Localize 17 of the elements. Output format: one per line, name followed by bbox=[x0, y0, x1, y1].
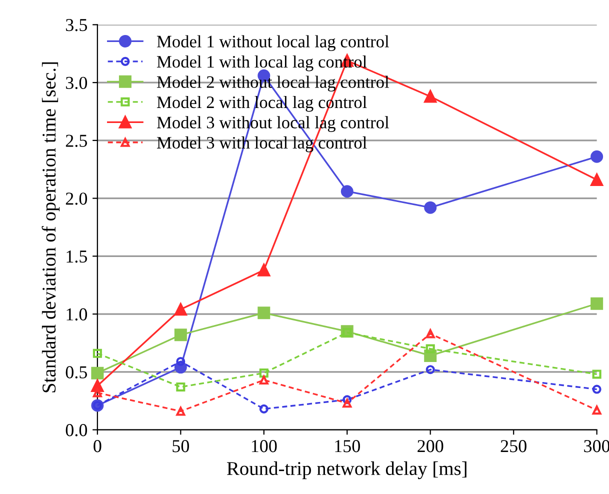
legend-label: Model 1 without local lag control bbox=[156, 35, 390, 52]
y-tick-label: 3.0 bbox=[66, 76, 88, 90]
x-tick-label: 0 bbox=[94, 440, 102, 452]
x-axis-title: Round-trip network delay [ms] bbox=[226, 461, 466, 480]
y-tick-label: 1.5 bbox=[66, 250, 88, 263]
x-tick-label: 200 bbox=[418, 440, 444, 452]
y-tick-label: 2.0 bbox=[66, 192, 88, 205]
x-tick-label: 150 bbox=[335, 440, 360, 452]
x-tick-label: 50 bbox=[172, 440, 190, 452]
y-tick-label: 2.5 bbox=[66, 134, 88, 147]
y-tick-label: 3.5 bbox=[66, 19, 88, 32]
y-tick-label: 1.0 bbox=[66, 308, 88, 321]
x-tick-label: 250 bbox=[500, 440, 526, 452]
y-tick-label: 0.5 bbox=[66, 366, 88, 378]
x-tick-label: 100 bbox=[252, 440, 277, 452]
y-axis-title: Standard deviation of operation time [sec.] bbox=[42, 62, 60, 392]
y-tick-label: 0.0 bbox=[66, 424, 88, 436]
